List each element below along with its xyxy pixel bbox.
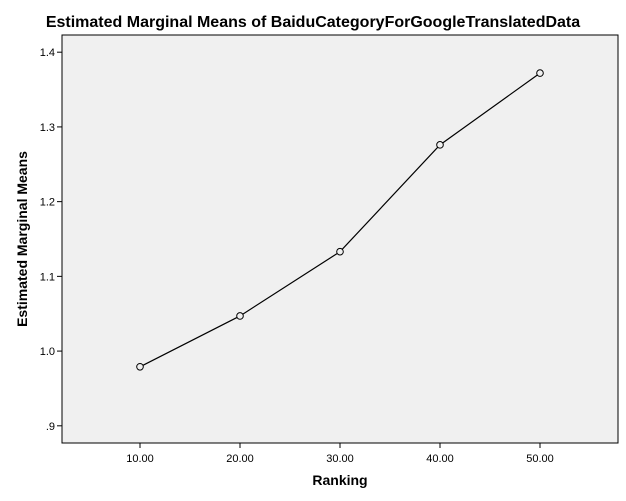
data-point-marker xyxy=(136,362,144,371)
y-tick-label: 1.2 xyxy=(40,197,55,209)
data-point-marker xyxy=(436,141,444,149)
y-axis: .9 1.0 1.1 1.2 1.3 1.4 xyxy=(40,47,62,433)
y-axis-label: Estimated Marginal Means xyxy=(14,151,30,327)
y-tick-label: 1.4 xyxy=(40,47,55,59)
plot-area xyxy=(61,34,619,444)
y-tick-label: 1.0 xyxy=(40,346,55,358)
y-tick-label: 1.1 xyxy=(40,271,55,283)
x-axis: 10.00 20.00 30.00 40.00 50.00 xyxy=(126,443,554,465)
x-tick-label: 20.00 xyxy=(226,453,254,465)
y-tick-label: .9 xyxy=(46,421,55,433)
data-point-marker xyxy=(536,69,544,77)
chart-title: Estimated Marginal Means of BaiduCategor… xyxy=(46,14,580,31)
x-axis-label: Ranking xyxy=(312,472,367,488)
data-point-marker xyxy=(236,312,244,320)
y-tick-label: 1.3 xyxy=(40,122,55,134)
x-tick-label: 40.00 xyxy=(426,453,454,465)
series-layer xyxy=(136,69,544,371)
x-tick-label: 50.00 xyxy=(526,453,554,465)
data-point-marker xyxy=(336,247,344,256)
x-tick-label: 10.00 xyxy=(126,453,154,465)
x-tick-label: 30.00 xyxy=(326,453,354,465)
